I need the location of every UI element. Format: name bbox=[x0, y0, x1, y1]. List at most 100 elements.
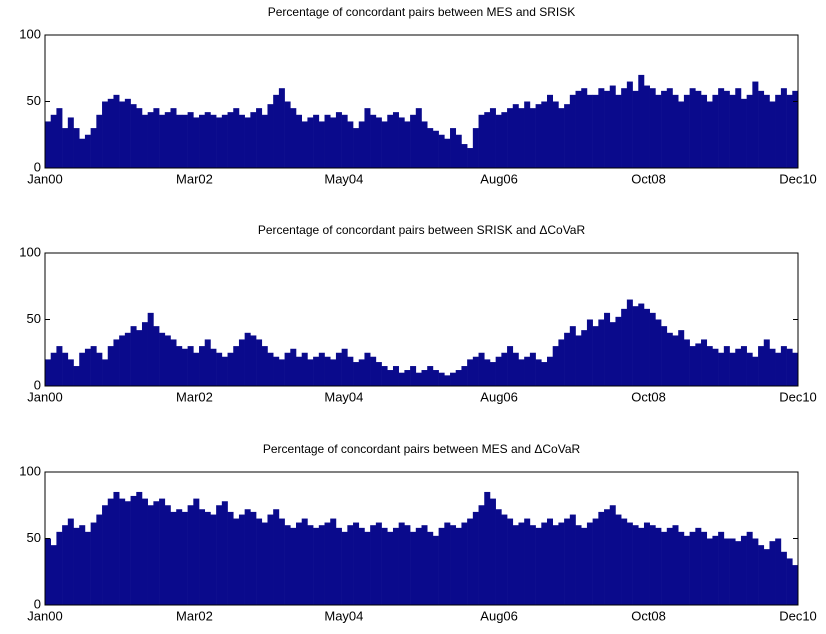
bar bbox=[67, 518, 74, 605]
bar bbox=[701, 339, 708, 386]
bar bbox=[672, 94, 679, 168]
bar bbox=[353, 522, 360, 605]
bar bbox=[547, 94, 554, 168]
y-tick-label: 50 bbox=[27, 530, 41, 545]
bar bbox=[535, 104, 542, 168]
bar bbox=[392, 112, 399, 168]
bar bbox=[746, 352, 753, 386]
bar bbox=[701, 94, 708, 168]
bar bbox=[529, 352, 536, 386]
bar bbox=[261, 522, 268, 605]
bar bbox=[199, 114, 206, 168]
bar bbox=[621, 518, 628, 605]
bar bbox=[73, 366, 80, 386]
bar bbox=[181, 114, 188, 168]
bar bbox=[507, 108, 514, 168]
bar bbox=[73, 527, 80, 605]
bar bbox=[541, 522, 548, 605]
bar bbox=[512, 104, 519, 168]
bar bbox=[153, 326, 160, 386]
bar bbox=[501, 352, 508, 386]
bar bbox=[564, 104, 571, 168]
bar bbox=[552, 346, 559, 386]
bar bbox=[643, 85, 650, 168]
bar bbox=[370, 356, 377, 386]
bar bbox=[598, 88, 605, 168]
bar bbox=[661, 90, 668, 168]
bar bbox=[193, 498, 200, 605]
bar bbox=[130, 326, 137, 386]
bar bbox=[381, 527, 388, 605]
bar bbox=[678, 101, 685, 168]
bar bbox=[307, 525, 314, 605]
bar bbox=[581, 527, 588, 605]
bar bbox=[432, 130, 439, 168]
bar bbox=[238, 114, 245, 168]
bar bbox=[541, 101, 548, 168]
bar bbox=[421, 525, 428, 605]
bar bbox=[296, 522, 303, 605]
x-tick-label: Dec10 bbox=[779, 171, 817, 186]
bar bbox=[96, 514, 103, 605]
bar bbox=[313, 114, 320, 168]
bar bbox=[278, 359, 285, 386]
bar bbox=[495, 114, 502, 168]
bar bbox=[159, 114, 166, 168]
x-tick-label: Mar02 bbox=[176, 171, 213, 186]
chart-title: Percentage of concordant pairs between S… bbox=[258, 223, 586, 237]
bar bbox=[364, 108, 371, 168]
y-tick-label: 0 bbox=[34, 159, 41, 174]
bar bbox=[370, 114, 377, 168]
bar bbox=[210, 114, 217, 168]
bar bbox=[666, 527, 673, 605]
bar bbox=[62, 525, 69, 605]
bar bbox=[90, 346, 97, 386]
bar bbox=[216, 352, 223, 386]
bar bbox=[398, 372, 405, 386]
bar bbox=[547, 518, 554, 605]
bar bbox=[62, 128, 69, 168]
bar bbox=[769, 541, 776, 605]
bar bbox=[90, 128, 97, 168]
bar bbox=[284, 525, 291, 605]
bar bbox=[330, 518, 337, 605]
bar bbox=[124, 332, 131, 386]
bar bbox=[529, 108, 536, 168]
bar bbox=[284, 352, 291, 386]
bar bbox=[50, 114, 57, 168]
x-tick-label: Dec10 bbox=[779, 608, 817, 623]
bar bbox=[364, 531, 371, 605]
bar bbox=[763, 94, 770, 168]
bar bbox=[718, 531, 725, 605]
bar bbox=[176, 346, 183, 386]
bar bbox=[467, 359, 474, 386]
bar bbox=[318, 352, 325, 386]
bar bbox=[90, 522, 97, 605]
bar bbox=[461, 522, 468, 605]
bar bbox=[638, 74, 645, 168]
bar bbox=[324, 356, 331, 386]
bar bbox=[273, 509, 280, 605]
bar bbox=[780, 346, 787, 386]
bar bbox=[392, 527, 399, 605]
bar bbox=[136, 491, 143, 605]
bar bbox=[119, 335, 126, 386]
chart-title: Percentage of concordant pairs between M… bbox=[268, 5, 576, 19]
bar bbox=[701, 531, 708, 605]
bar bbox=[775, 94, 782, 168]
bar bbox=[683, 339, 690, 386]
bar bbox=[238, 514, 245, 605]
bar bbox=[96, 352, 103, 386]
bar bbox=[501, 112, 508, 168]
bar bbox=[643, 522, 650, 605]
bar bbox=[250, 112, 257, 168]
bar bbox=[278, 518, 285, 605]
bar bbox=[758, 346, 765, 386]
bar bbox=[290, 527, 297, 605]
bar bbox=[313, 527, 320, 605]
y-tick-label: 100 bbox=[19, 463, 41, 478]
bar bbox=[792, 90, 799, 168]
x-tick-label: Aug06 bbox=[480, 171, 518, 186]
bar bbox=[119, 101, 126, 168]
bar bbox=[56, 346, 63, 386]
